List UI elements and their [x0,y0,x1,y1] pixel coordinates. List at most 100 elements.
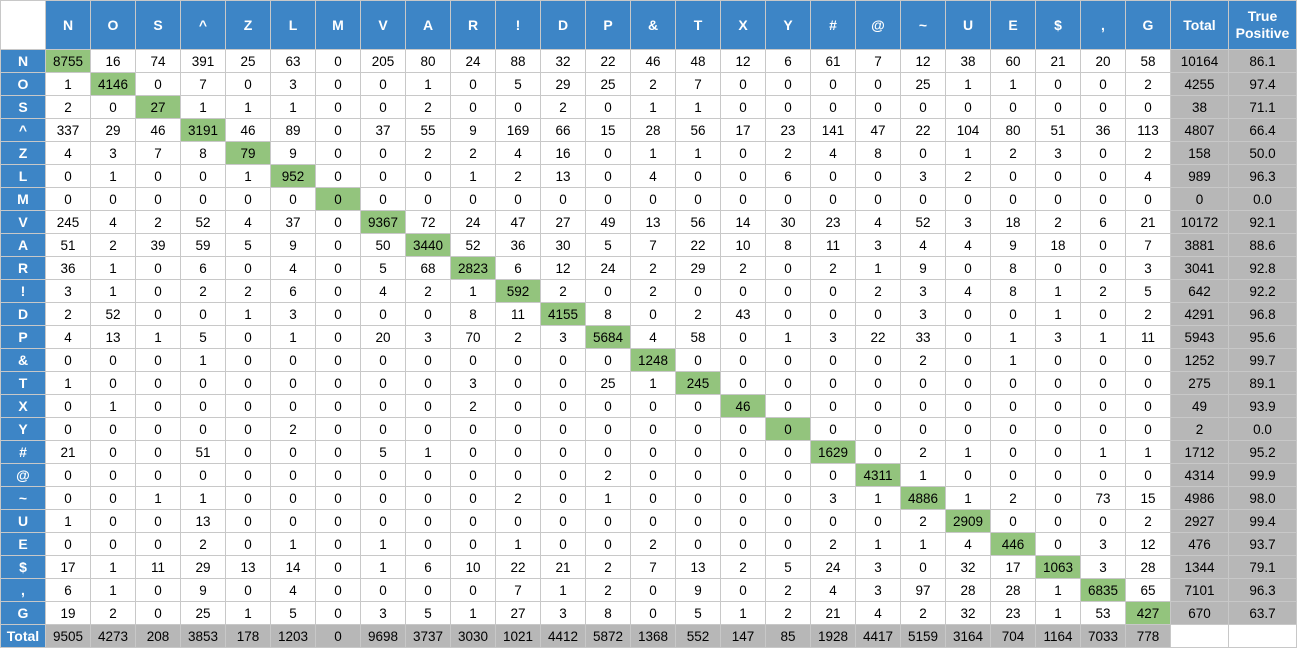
matrix-cell: 0 [405,302,451,326]
matrix-cell: 0 [405,509,451,533]
matrix-cell: 0 [45,164,91,188]
matrix-cell: 27 [540,210,586,234]
matrix-cell: 0 [810,509,856,533]
matrix-cell: 1 [270,325,316,349]
diagonal-cell: 3440 [405,233,451,257]
matrix-cell: 24 [450,210,496,234]
matrix-cell: 0 [1080,72,1126,96]
matrix-cell: 2 [630,72,676,96]
matrix-cell: 0 [315,486,361,510]
col-header: N [45,0,91,50]
matrix-cell: 0 [675,348,721,372]
matrix-cell: 55 [405,118,451,142]
matrix-cell: 0 [45,417,91,441]
matrix-cell: 0 [765,509,811,533]
col-header: $ [1035,0,1081,50]
diagonal-cell: 446 [990,532,1036,556]
matrix-cell: 16 [90,49,136,73]
matrix-cell: 10 [720,233,766,257]
column-total-cell: 5159 [900,624,946,648]
matrix-cell: 53 [1080,601,1126,625]
matrix-cell: 0 [1035,417,1081,441]
matrix-cell: 0 [630,394,676,418]
matrix-cell: 21 [45,440,91,464]
matrix-cell: 0 [135,463,181,487]
table-row: & 0 0 0 1 0 0 0 0 0 0 0 0 0 1248 0 0 0 0 0 2 0 1 0 0 0 1252 99.7 [0,348,1297,372]
matrix-cell: 0 [225,187,271,211]
matrix-cell: 0 [810,187,856,211]
matrix-cell: 0 [495,394,541,418]
matrix-cell: 141 [810,118,856,142]
matrix-cell: 1 [630,141,676,165]
matrix-cell: 0 [765,72,811,96]
row-total-cell: 10164 [1170,49,1229,73]
matrix-cell: 0 [1080,141,1126,165]
matrix-cell: 21 [1035,49,1081,73]
column-total-cell: 1021 [495,624,541,648]
diagonal-cell: 8755 [45,49,91,73]
matrix-cell: 0 [990,509,1036,533]
matrix-cell: 20 [360,325,406,349]
matrix-cell: 12 [540,256,586,280]
matrix-cell: 20 [1080,49,1126,73]
row-total-cell: 1344 [1170,555,1229,579]
matrix-cell: 0 [315,463,361,487]
matrix-cell: 36 [495,233,541,257]
matrix-cell: 8 [585,302,631,326]
table-row: $17 1 11 29 13 14 0 1 6 10 22 21 2 7 13 2 5 24 3 0 32 17 1063 3… [0,555,1297,579]
matrix-cell: 0 [495,440,541,464]
matrix-cell: 4 [45,325,91,349]
matrix-cell: 0 [90,486,136,510]
matrix-cell: 0 [675,463,721,487]
diagonal-cell: 427 [1125,601,1171,625]
matrix-cell: 4 [855,210,901,234]
matrix-cell: 0 [450,509,496,533]
matrix-cell: 4 [90,210,136,234]
matrix-cell: 0 [225,578,271,602]
matrix-cell: 0 [135,509,181,533]
matrix-cell: 0 [225,509,271,533]
column-total-cell: 5872 [585,624,631,648]
matrix-cell: 0 [270,486,316,510]
matrix-cell: 6 [270,279,316,303]
matrix-cell: 1 [945,440,991,464]
matrix-cell: 0 [855,302,901,326]
matrix-cell: 2 [1125,141,1171,165]
matrix-cell: 1 [180,95,226,119]
matrix-cell: 2 [45,302,91,326]
column-total-cell: 1928 [810,624,856,648]
matrix-cell: 0 [225,256,271,280]
matrix-cell: 37 [270,210,316,234]
row-total-cell: 4255 [1170,72,1229,96]
matrix-cell: 3 [90,141,136,165]
matrix-cell: 1 [90,164,136,188]
matrix-cell: 2 [540,279,586,303]
matrix-cell: 1 [945,72,991,96]
matrix-cell: 0 [765,95,811,119]
matrix-cell: 6 [405,555,451,579]
matrix-cell: 5 [360,256,406,280]
matrix-cell: 2 [405,95,451,119]
matrix-cell: 337 [45,118,91,142]
matrix-cell: 0 [225,325,271,349]
matrix-cell: 2 [630,279,676,303]
matrix-cell: 29 [180,555,226,579]
matrix-cell: 1 [450,601,496,625]
matrix-cell: 0 [405,532,451,556]
matrix-cell: 0 [630,417,676,441]
matrix-cell: 5 [675,601,721,625]
matrix-cell: 89 [270,118,316,142]
matrix-cell: 0 [45,486,91,510]
matrix-cell: 0 [945,95,991,119]
matrix-cell: 1 [45,509,91,533]
matrix-cell: 3 [855,578,901,602]
diagonal-cell: 46 [720,394,766,418]
matrix-cell: 0 [405,348,451,372]
col-header: ~ [900,0,946,50]
matrix-cell: 33 [900,325,946,349]
matrix-cell: 4 [270,256,316,280]
matrix-cell: 18 [1035,233,1081,257]
diagonal-cell: 79 [225,141,271,165]
matrix-cell: 0 [90,348,136,372]
matrix-cell: 0 [990,187,1036,211]
